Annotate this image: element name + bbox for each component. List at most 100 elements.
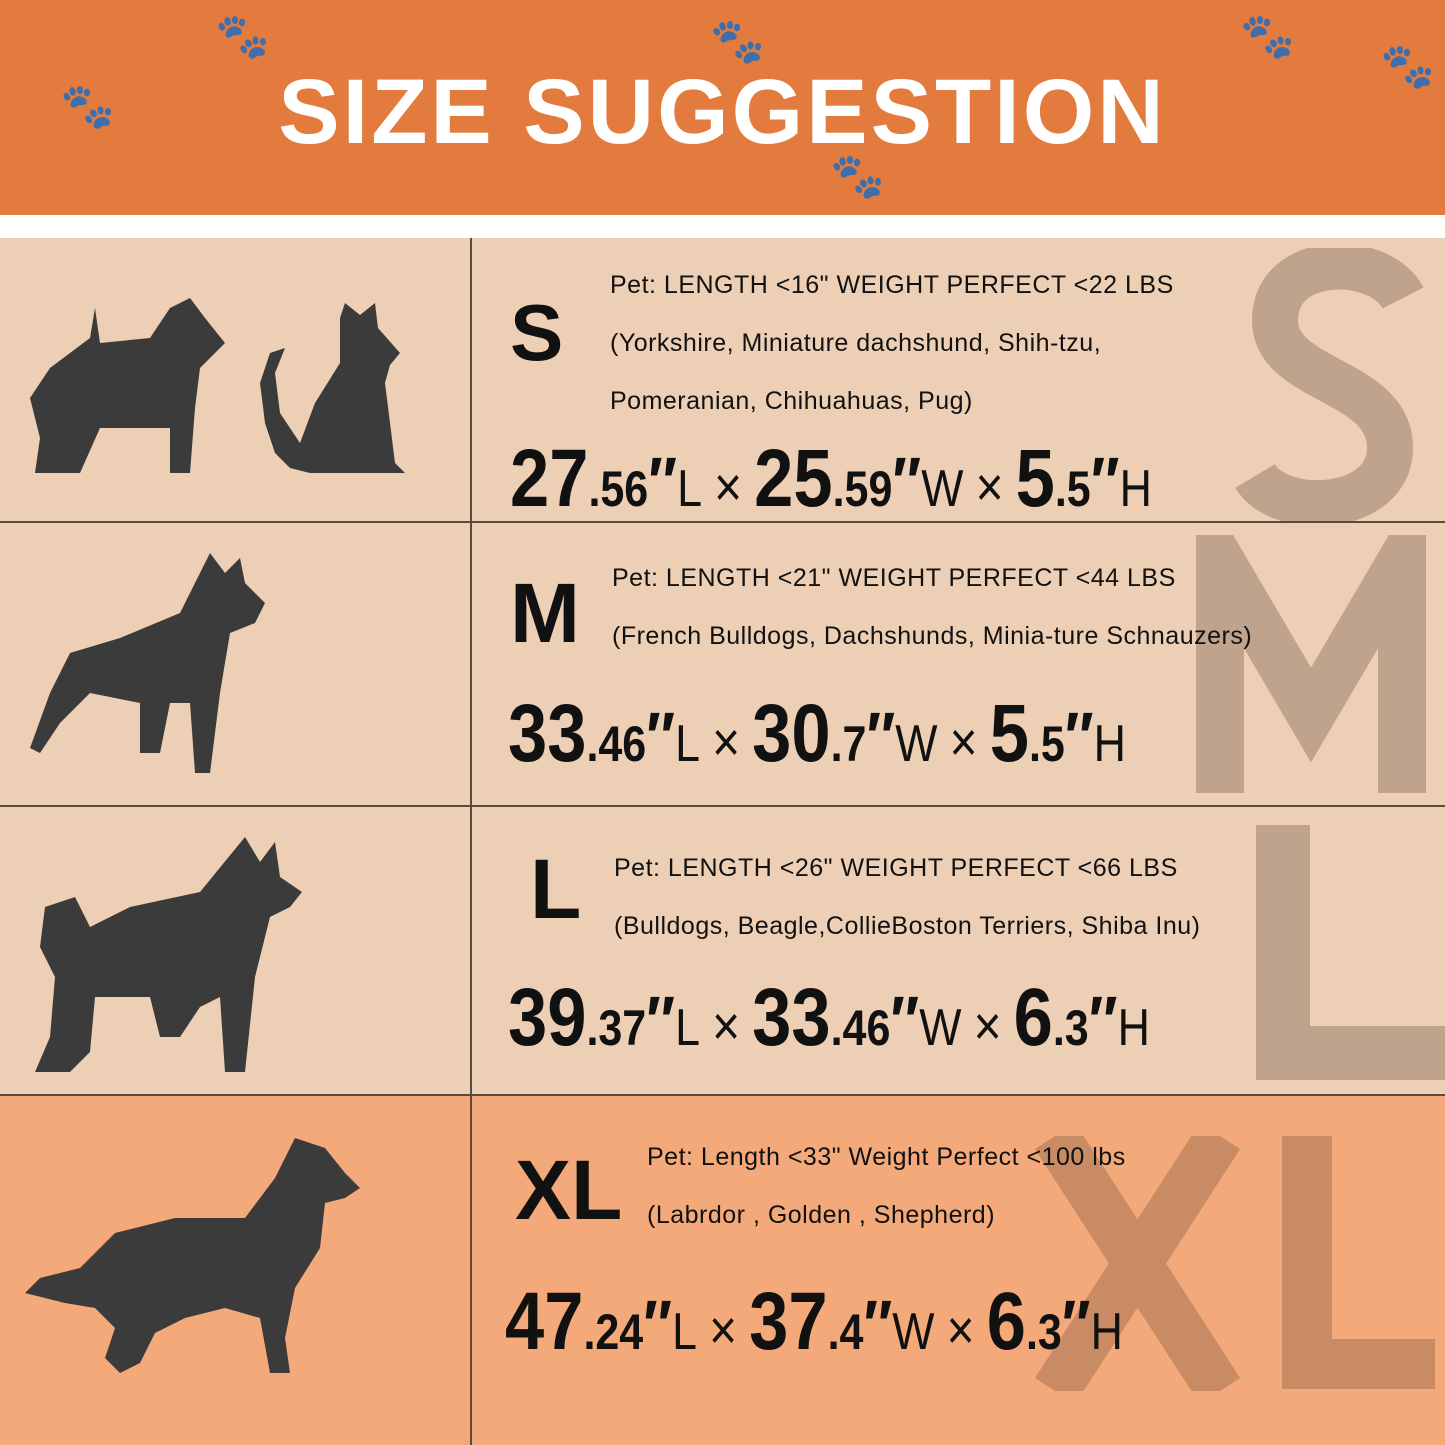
dimension-dec: .5 [1028,716,1065,772]
dimension-dec: .3 [1025,1304,1062,1360]
dimension-mark: ″ [892,443,922,521]
dimension-int: 37 [749,1276,828,1367]
dimension-int: 47 [505,1276,584,1367]
size-label: M [510,566,580,660]
bed-dimensions: 39.37″L × 33.46″W × 6.3″H [508,977,1150,1059]
dimension-dec: .56 [588,461,649,517]
dimension-int: 5 [1015,433,1055,523]
cat-silhouette-icon [260,303,405,473]
dimension-int: 30 [752,688,831,779]
paw-print-icon: 🐾 [830,152,885,201]
dimension-dec: .37 [586,1000,647,1056]
dimension-unit: W [895,715,938,773]
paw-print-icon: 🐾 [1240,12,1295,61]
dimension-int: 33 [752,972,831,1063]
pet-length-weight: Pet: Length <33" Weight Perfect <100 lbs [647,1143,1126,1171]
dimension-mark: ″ [646,698,676,776]
size-row-s: S Pet: LENGTH <16" WEIGHT PERFECT <22 LB… [0,238,1445,523]
size-row-m: M Pet: LENGTH <21" WEIGHT PERFECT <44 LB… [0,523,1445,807]
page-title: SIZE SUGGESTION [278,61,1167,163]
dimension-int: 6 [1013,972,1053,1063]
dimension-mark: ″ [1088,982,1118,1060]
bed-dimensions: 27.56″L × 25.59″W × 5.5″H [510,438,1152,520]
pet-breeds: (French Bulldogs, Dachshunds, Minia-ture… [612,622,1253,650]
times-sign: × [711,710,741,773]
size-label: L [530,842,582,936]
dimension-mark: ″ [890,982,920,1060]
size-watermark-m [1196,535,1426,793]
dimension-unit: L [675,715,700,773]
dimension-int: 6 [986,1276,1026,1367]
dimension-unit: H [1093,715,1126,773]
dimension-mark: ″ [863,1286,893,1364]
dimension-dec: .59 [832,461,893,517]
dimension-unit: W [921,460,964,518]
times-sign: × [708,1298,738,1361]
dog-silhouette-icon [25,1138,360,1373]
size-row-l: L Pet: LENGTH <26" WEIGHT PERFECT <66 LB… [0,807,1445,1096]
pet-length-weight: Pet: LENGTH <21" WEIGHT PERFECT <44 LBS [612,564,1176,592]
bed-dimensions: 33.46″L × 30.7″W × 5.5″H [508,693,1126,775]
dog-silhouette-icon [30,298,225,473]
pet-length-weight: Pet: LENGTH <26" WEIGHT PERFECT <66 LBS [614,854,1178,882]
pet-breeds: (Yorkshire, Miniature dachshund, Shih-tz… [610,329,1102,357]
pet-illustration-cell [0,807,472,1094]
bed-dimensions: 47.24″L × 37.4″W × 6.3″H [505,1281,1123,1363]
dimension-unit: W [892,1303,935,1361]
dimension-mark: ″ [643,1286,673,1364]
paw-print-icon: 🐾 [1380,42,1435,91]
paw-print-icon: 🐾 [60,82,115,131]
dimension-mark: ″ [1064,698,1094,776]
times-sign: × [946,1298,975,1361]
dimension-dec: .5 [1054,461,1091,517]
dimension-unit: L [675,999,700,1057]
dimension-dec: .24 [583,1304,644,1360]
pet-breeds: (Bulldogs, Beagle,CollieBoston Terriers,… [614,912,1201,940]
times-sign: × [949,710,978,773]
dimension-dec: .3 [1052,1000,1089,1056]
dog-silhouette-icon [30,553,265,773]
pet-illustration-cell [0,523,472,805]
dimension-mark: ″ [646,982,676,1060]
pet-info: Pet: LENGTH <16" WEIGHT PERFECT <22 LBS … [610,256,1174,430]
dimension-unit: L [672,1303,697,1361]
pet-info: Pet: LENGTH <26" WEIGHT PERFECT <66 LBS … [614,839,1200,955]
dimension-int: 25 [754,433,833,523]
pet-breeds: Pomeranian, Chihuahuas, Pug) [610,387,973,415]
dimension-dec: .4 [827,1304,864,1360]
dimension-mark: ″ [1090,443,1120,521]
size-watermark-l [1256,825,1445,1080]
header-banner: 🐾 🐾 🐾 🐾 🐾 🐾 SIZE SUGGESTION [0,0,1445,215]
times-sign: × [711,994,741,1057]
pet-length-weight: Pet: LENGTH <16" WEIGHT PERFECT <22 LBS [610,271,1174,299]
dimension-dec: .46 [586,716,647,772]
pet-illustration-cell [0,238,472,521]
size-watermark-s [1235,248,1424,521]
dog-silhouette-icon [35,837,302,1072]
dimension-int: 39 [508,972,587,1063]
pet-illustration-cell [0,1096,472,1445]
times-sign: × [975,455,1004,518]
dimension-unit: H [1090,1303,1123,1361]
size-watermark-xl [1035,1136,1435,1391]
dimension-int: 27 [510,433,589,523]
dimension-unit: L [677,460,702,518]
paw-print-icon: 🐾 [215,12,270,61]
times-sign: × [973,994,1002,1057]
dimension-dec: .7 [830,716,867,772]
size-row-xl: XL Pet: Length <33" Weight Perfect <100 … [0,1096,1445,1445]
dimension-int: 5 [989,688,1029,779]
dimension-unit: W [919,999,962,1057]
dimension-mark: ″ [866,698,896,776]
dimension-unit: H [1119,460,1152,518]
dimension-int: 33 [508,688,587,779]
dimension-mark: ″ [648,443,678,521]
dimension-dec: .46 [830,1000,891,1056]
size-label: S [510,288,564,377]
pet-breeds: (Labrdor , Golden , Shepherd) [647,1201,996,1229]
dimension-unit: H [1117,999,1150,1057]
pet-info: Pet: Length <33" Weight Perfect <100 lbs… [647,1128,1126,1244]
size-label: XL [515,1143,623,1237]
dimension-mark: ″ [1061,1286,1091,1364]
pet-info: Pet: LENGTH <21" WEIGHT PERFECT <44 LBS … [612,549,1252,665]
